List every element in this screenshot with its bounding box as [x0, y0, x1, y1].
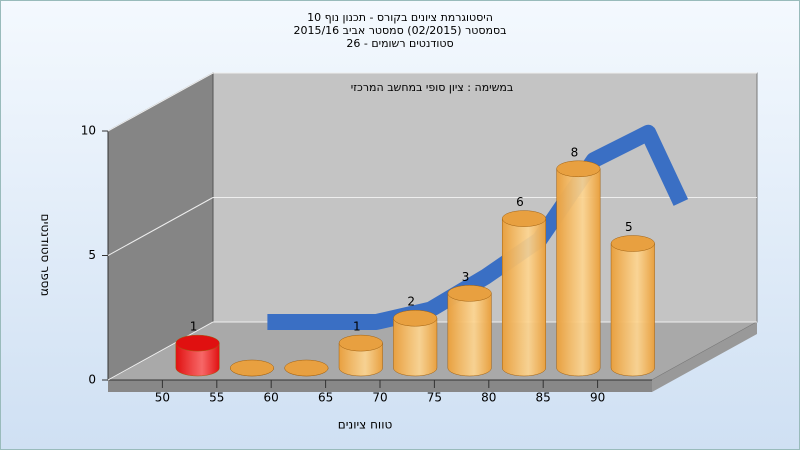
x-axis-label: טווח ציונים: [338, 418, 393, 432]
bar: [556, 160, 601, 377]
x-tick-label: 70: [372, 391, 387, 405]
x-tick-label: 80: [481, 391, 496, 405]
y-tick-label: 5: [88, 248, 96, 262]
bar-body: [556, 168, 601, 377]
bar-top: [284, 359, 329, 377]
bar-top: [338, 334, 383, 352]
bar: [338, 334, 383, 377]
bar: [175, 334, 220, 377]
grid-line: [107, 321, 214, 381]
bar-body: [447, 293, 492, 377]
bar-body: [175, 342, 220, 377]
y-axis-label: מספר סטודנטים: [39, 214, 53, 297]
bar: [284, 359, 329, 377]
bar-top: [175, 334, 220, 352]
bar-top: [556, 160, 601, 178]
y-tick-label: 0: [88, 373, 96, 387]
bar-body: [338, 342, 383, 377]
bar-body: [610, 243, 655, 377]
title-line: סטודנטים רשומים - 26: [346, 37, 453, 50]
fit-curve: [267, 124, 689, 330]
annotation: במשימה : ציון סופי במחשב המרכזי: [351, 81, 514, 94]
x-tick-label: 55: [209, 391, 224, 405]
bar-top: [447, 285, 492, 302]
x-tick-label: 75: [427, 391, 442, 405]
x-tick-label: 90: [590, 391, 605, 405]
bar: [610, 235, 655, 377]
bar: [447, 285, 492, 377]
x-tick-label: 60: [264, 391, 279, 405]
title-line: היסטוגרמת ציונים בקורס - תכנון נוף 10: [307, 11, 493, 24]
x-tick-label: 50: [155, 391, 170, 405]
value-label: 1: [353, 320, 361, 334]
value-label: 6: [516, 195, 524, 209]
bar: [393, 309, 438, 377]
grid-line: [107, 197, 214, 256]
y-tick-label: 10: [81, 124, 96, 138]
bar: [229, 359, 275, 377]
bar-top: [393, 309, 438, 327]
title-line: בסמסטר (02/2015) סמסטר אביב 2015/16: [293, 24, 506, 37]
x-tick-label: 65: [318, 391, 333, 405]
value-label: 3: [462, 270, 470, 284]
bar-body: [393, 317, 438, 377]
bar-body: [501, 218, 547, 377]
value-label: 5: [625, 220, 633, 234]
x-tick-label: 85: [536, 391, 551, 405]
value-label: 2: [407, 295, 415, 309]
bar-top: [610, 235, 655, 252]
grid-line: [107, 72, 214, 132]
floor-edge: [652, 322, 757, 392]
bar-top: [501, 210, 547, 227]
value-label: 8: [571, 145, 579, 159]
bar: [501, 210, 547, 377]
bar-top: [229, 359, 275, 377]
value-label: 1: [190, 320, 198, 334]
